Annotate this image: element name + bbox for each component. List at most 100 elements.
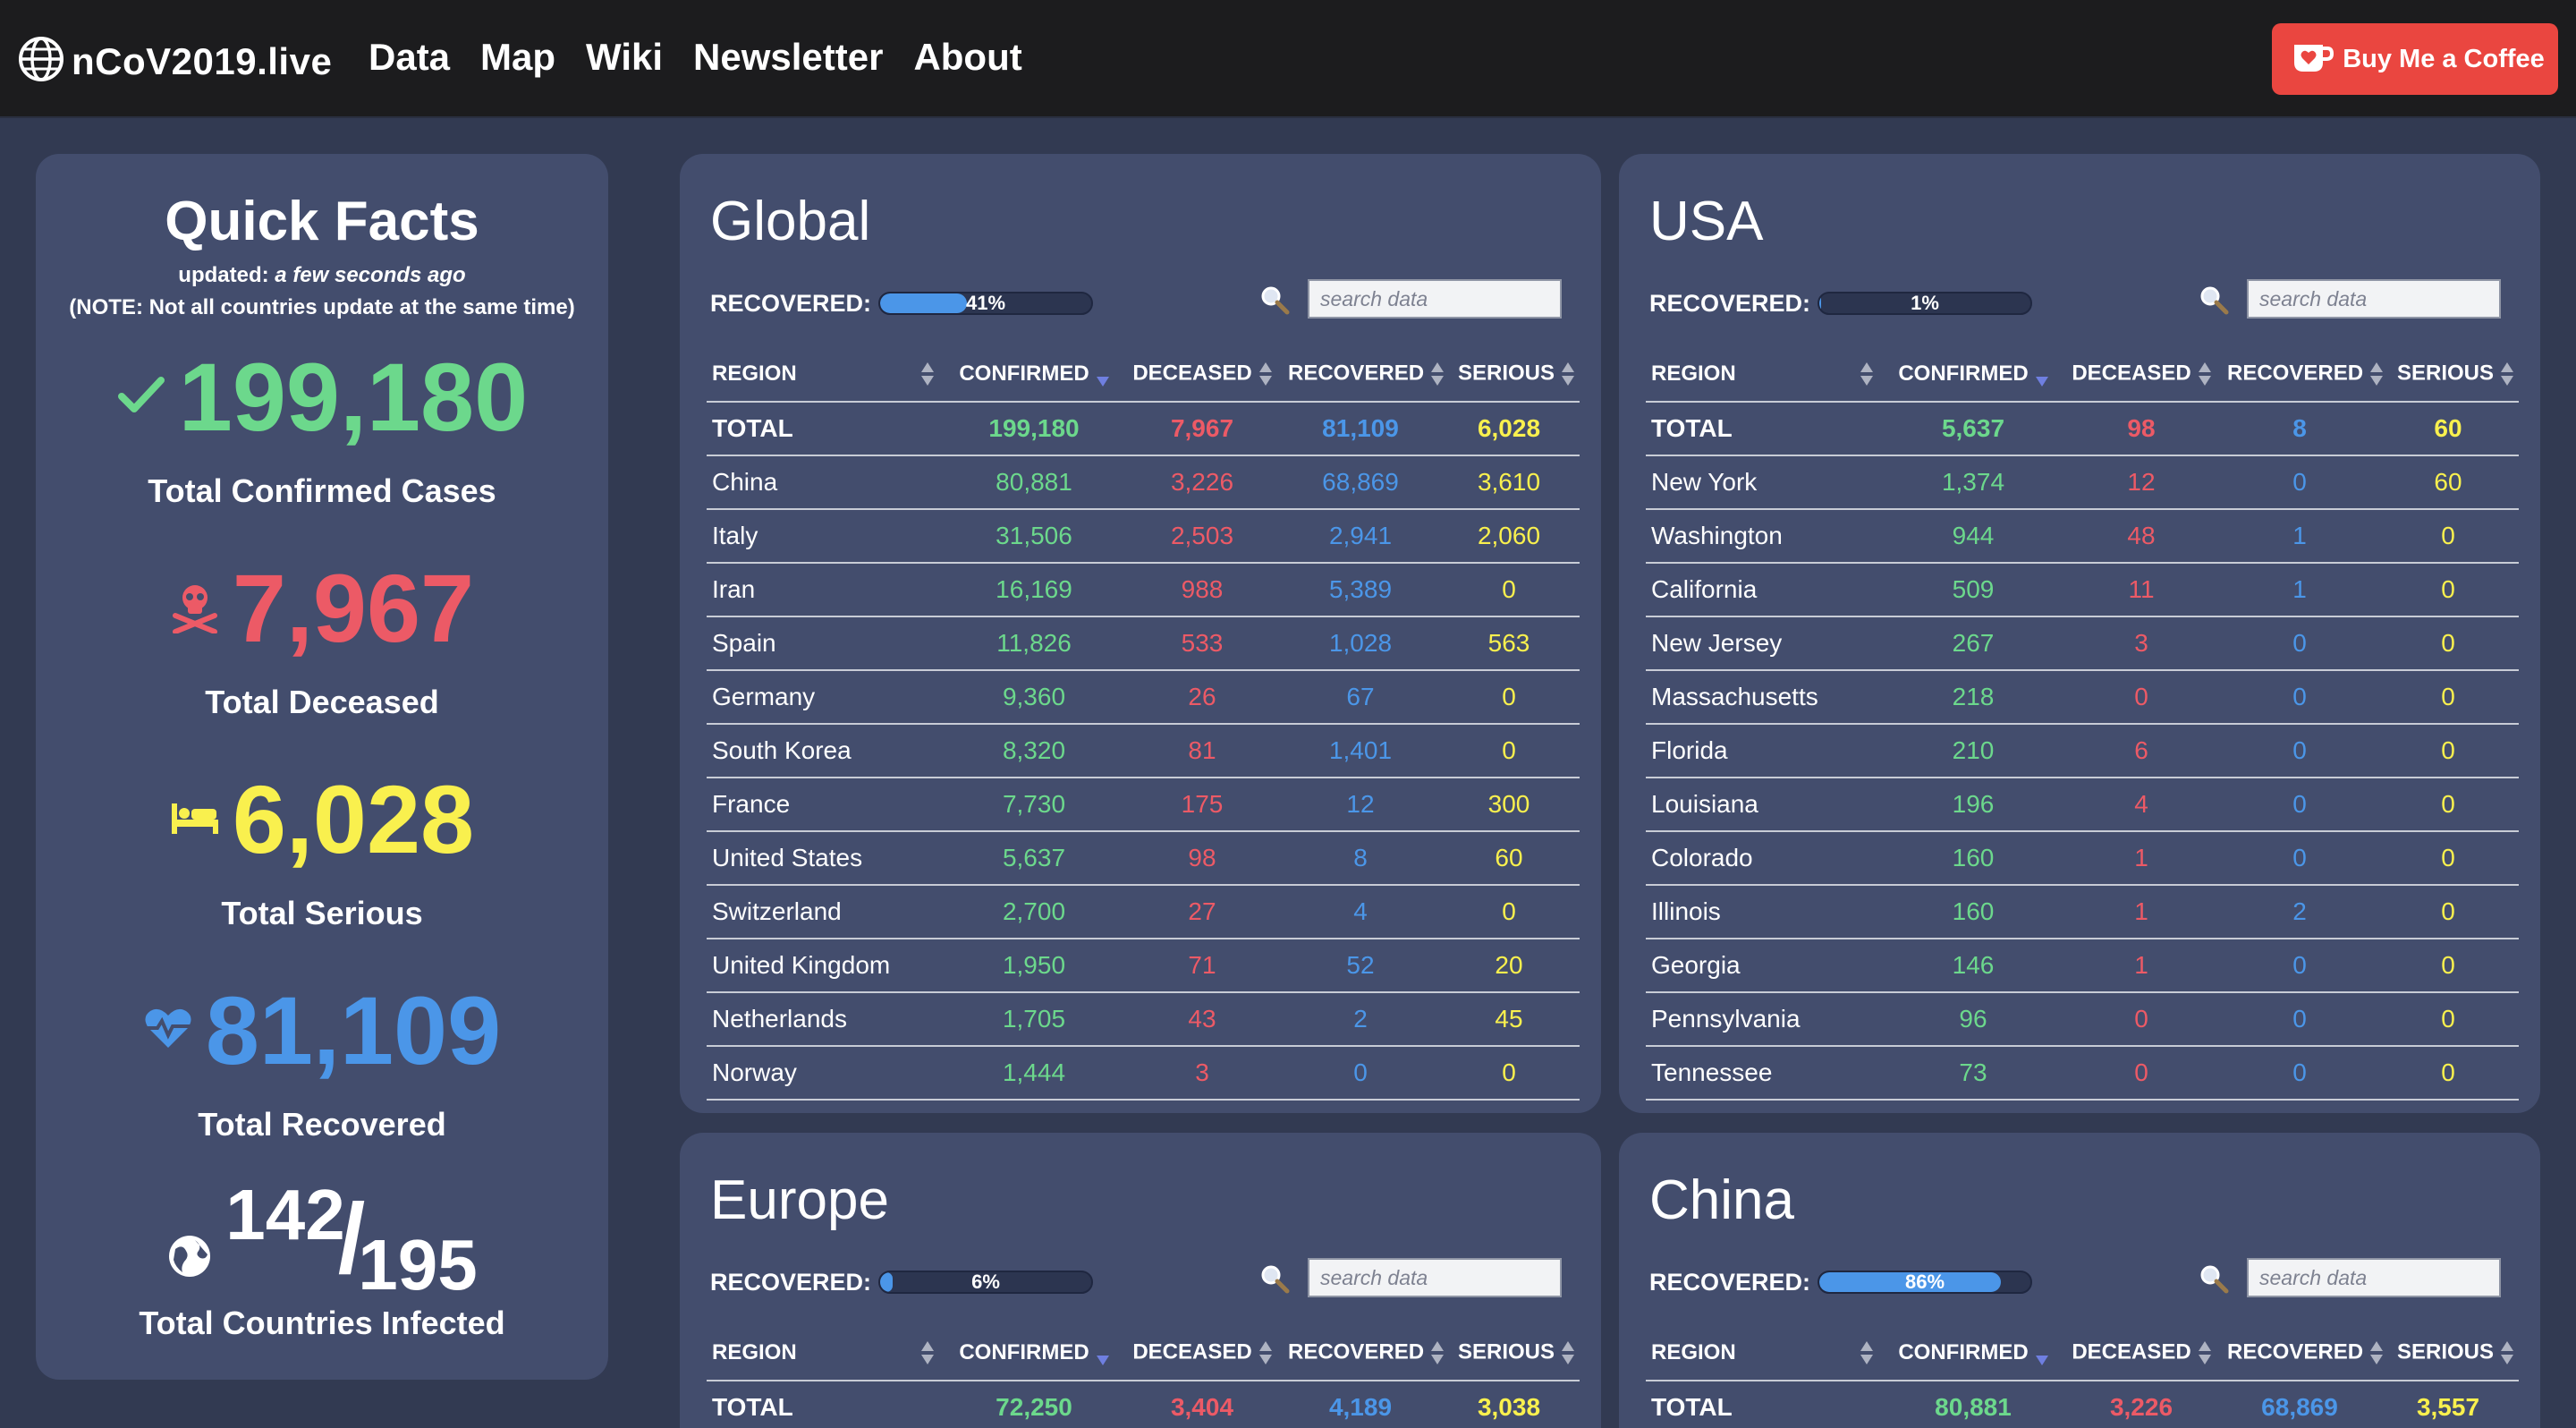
table-row: California 509 11 1 0 bbox=[1646, 563, 2519, 617]
sort-icon bbox=[1562, 1339, 1574, 1366]
table-row: Tennessee 73 0 0 0 bbox=[1646, 1046, 2519, 1101]
panel-title: Europe bbox=[710, 1169, 889, 1231]
nav-link-wiki[interactable]: Wiki bbox=[586, 36, 664, 78]
column-header-region[interactable]: REGION bbox=[707, 347, 946, 403]
column-header-deceased[interactable]: DECEASED bbox=[1122, 347, 1283, 403]
column-header-region[interactable]: REGION bbox=[1646, 1326, 1885, 1381]
cell-region: TOTAL bbox=[707, 402, 946, 456]
sort-icon bbox=[1258, 361, 1272, 387]
cell-deceased: 533 bbox=[1122, 616, 1283, 671]
column-header-serious[interactable]: SERIOUS bbox=[2377, 347, 2519, 403]
cell-deceased: 1 bbox=[2061, 885, 2222, 939]
fact-countries: 142 / 195 Total Countries Infected bbox=[36, 1179, 608, 1342]
cell-deceased: 81 bbox=[1122, 724, 1283, 778]
cell-region: Italy bbox=[707, 509, 946, 564]
column-header-confirmed[interactable]: CONFIRMED bbox=[1885, 347, 2061, 403]
recovered-label: RECOVERED: bbox=[710, 290, 872, 317]
cell-region: New Jersey bbox=[1646, 616, 1885, 671]
nav-link-about[interactable]: About bbox=[913, 36, 1022, 78]
column-header-label: RECOVERED bbox=[1288, 1339, 1425, 1364]
nav-links: Data Map Wiki Newsletter About bbox=[369, 36, 1053, 79]
nav-link-data[interactable]: Data bbox=[369, 36, 451, 78]
cell-serious: 0 bbox=[2377, 939, 2519, 993]
sort-icon bbox=[1431, 1339, 1445, 1366]
total-serious-value: 6,028 bbox=[232, 765, 475, 873]
column-header-label: DECEASED bbox=[1132, 1339, 1252, 1364]
cell-serious: 3,038 bbox=[1438, 1381, 1580, 1428]
table-row: Spain 11,826 533 1,028 563 bbox=[707, 616, 1580, 671]
table-row: Switzerland 2,700 27 4 0 bbox=[707, 885, 1580, 939]
column-header-serious[interactable]: SERIOUS bbox=[2377, 1326, 2519, 1381]
total-countries-label: Total Countries Infected bbox=[139, 1305, 505, 1341]
recovered-progress-bar: 41% bbox=[878, 292, 1093, 315]
cell-deceased: 3,226 bbox=[1122, 455, 1283, 510]
total-deceased-value: 7,967 bbox=[232, 554, 475, 662]
sort-icon bbox=[1860, 1339, 1873, 1366]
cell-serious: 0 bbox=[2377, 778, 2519, 832]
cell-deceased: 0 bbox=[2061, 992, 2222, 1047]
sort-icon bbox=[2501, 361, 2513, 387]
total-confirmed-label: Total Confirmed Cases bbox=[148, 472, 496, 509]
cell-serious: 0 bbox=[2377, 885, 2519, 939]
recovered-progress-bar: 6% bbox=[878, 1271, 1093, 1294]
cell-recovered: 0 bbox=[2222, 455, 2377, 510]
cell-confirmed: 2,700 bbox=[946, 885, 1122, 939]
ratio-slash: / bbox=[337, 1184, 366, 1294]
cell-deceased: 27 bbox=[1122, 885, 1283, 939]
fact-confirmed: 199,180 Total Confirmed Cases bbox=[36, 349, 608, 510]
cell-recovered: 0 bbox=[2222, 939, 2377, 993]
column-header-label: DECEASED bbox=[1132, 361, 1252, 386]
column-header-region[interactable]: REGION bbox=[707, 1326, 946, 1381]
cell-deceased: 1 bbox=[2061, 831, 2222, 886]
europe-panel: Europe RECOVERED: 6% REGION CONFIRMED DECE… bbox=[680, 1133, 1601, 1428]
cell-serious: 0 bbox=[2377, 992, 2519, 1047]
buy-me-a-coffee-button[interactable]: Buy Me a Coffee bbox=[2272, 23, 2558, 95]
cell-recovered: 2,941 bbox=[1283, 509, 1438, 564]
brand-name: nCoV2019.live bbox=[72, 39, 333, 82]
bed-icon bbox=[170, 798, 220, 842]
column-header-serious[interactable]: SERIOUS bbox=[1438, 347, 1580, 403]
cell-serious: 563 bbox=[1438, 616, 1580, 671]
coffee-button-label: Buy Me a Coffee bbox=[2343, 44, 2545, 73]
globe-icon bbox=[18, 36, 64, 87]
recovered-progress-bar: 86% bbox=[1818, 1271, 2032, 1294]
column-header-recovered[interactable]: RECOVERED bbox=[1283, 1326, 1445, 1381]
column-header-region[interactable]: REGION bbox=[1646, 347, 1885, 403]
column-header-deceased[interactable]: DECEASED bbox=[2061, 1326, 2222, 1381]
column-header-serious[interactable]: SERIOUS bbox=[1438, 1326, 1580, 1381]
column-header-recovered[interactable]: RECOVERED bbox=[2222, 1326, 2384, 1381]
cell-region: Illinois bbox=[1646, 885, 1885, 939]
cell-region: United States bbox=[707, 831, 946, 886]
search-input[interactable] bbox=[2247, 1258, 2501, 1297]
cell-region: TOTAL bbox=[1646, 1381, 1885, 1428]
brand-link[interactable]: nCoV2019.live bbox=[18, 36, 332, 87]
table-row: Netherlands 1,705 43 2 45 bbox=[707, 992, 1580, 1047]
coffee-cup-icon bbox=[2291, 39, 2343, 80]
updated-timestamp: updated: a few seconds ago bbox=[36, 263, 608, 288]
column-header-recovered[interactable]: RECOVERED bbox=[2222, 347, 2384, 403]
recovered-label: RECOVERED: bbox=[1649, 290, 1811, 317]
updated-prefix: updated: bbox=[178, 263, 275, 287]
column-header-label: CONFIRMED bbox=[959, 1340, 1089, 1364]
recovered-label: RECOVERED: bbox=[710, 1269, 872, 1296]
cell-region: Tennessee bbox=[1646, 1046, 1885, 1101]
sort-icon bbox=[2370, 361, 2384, 387]
column-header-recovered[interactable]: RECOVERED bbox=[1283, 347, 1445, 403]
search-input[interactable] bbox=[1308, 279, 1562, 319]
column-header-deceased[interactable]: DECEASED bbox=[1122, 1326, 1283, 1381]
search-input[interactable] bbox=[2247, 279, 2501, 319]
panel-title: USA bbox=[1649, 191, 1764, 252]
column-header-confirmed[interactable]: CONFIRMED bbox=[946, 347, 1122, 403]
nav-link-map[interactable]: Map bbox=[480, 36, 556, 78]
column-header-label: REGION bbox=[712, 361, 797, 386]
column-header-deceased[interactable]: DECEASED bbox=[2061, 347, 2222, 403]
column-header-confirmed[interactable]: CONFIRMED bbox=[946, 1326, 1122, 1381]
nav-link-newsletter[interactable]: Newsletter bbox=[693, 36, 884, 78]
cell-region: Washington bbox=[1646, 509, 1885, 564]
search-input[interactable] bbox=[1308, 1258, 1562, 1297]
cell-recovered: 0 bbox=[2222, 992, 2377, 1047]
table-row: United States 5,637 98 8 60 bbox=[707, 831, 1580, 886]
fact-deceased: 7,967 Total Deceased bbox=[36, 560, 608, 721]
column-header-confirmed[interactable]: CONFIRMED bbox=[1885, 1326, 2061, 1381]
data-table: REGION CONFIRMED DECEASED RECOVERED SERIOUS T… bbox=[707, 347, 1580, 1101]
